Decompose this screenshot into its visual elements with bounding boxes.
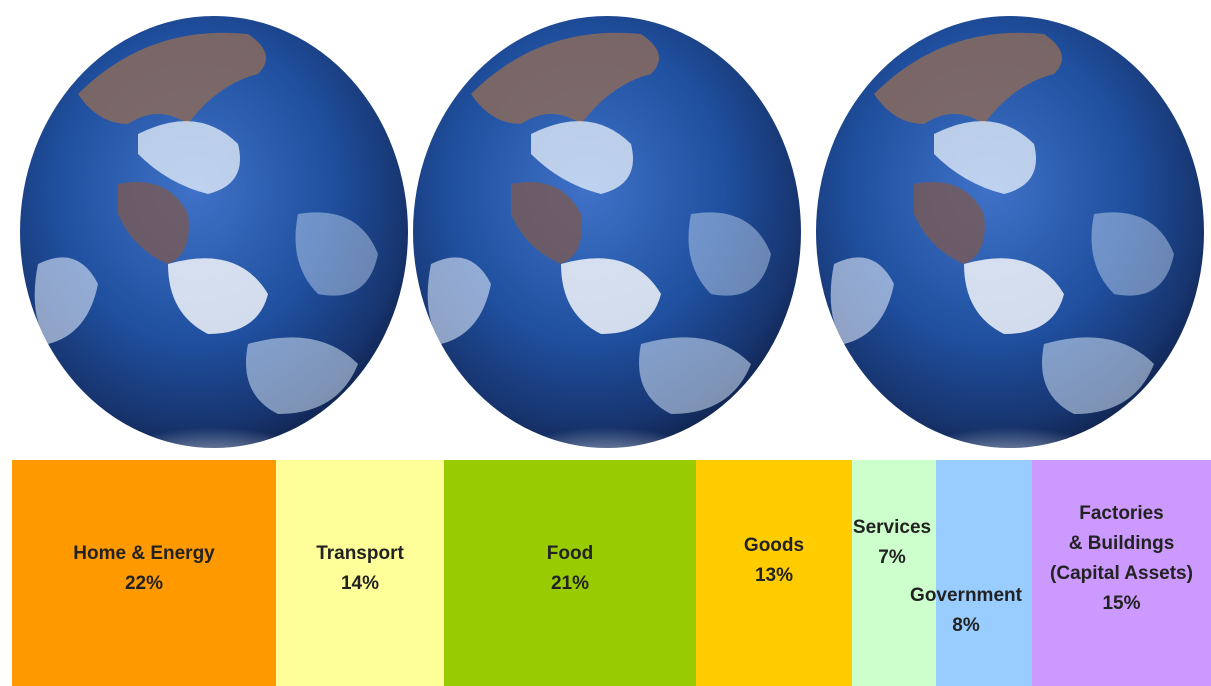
segment-label-line: Food	[546, 543, 594, 564]
segment-label: Home & Energy 22%	[73, 539, 214, 599]
segment-label-line: & Buildings	[1068, 533, 1175, 554]
segment-label-line: (Capital Assets)	[1050, 563, 1193, 584]
segment-value-label: 14%	[340, 573, 380, 594]
segment-label: Goods 13%	[744, 531, 804, 591]
bar-segment	[12, 460, 276, 686]
segment-value-label: 13%	[754, 565, 794, 586]
bar-segment	[276, 460, 444, 686]
segment-label-line: Transport	[316, 543, 404, 564]
stacked-percentage-bar: Home & Energy 22% Transport 14% Food 21% Goods…	[12, 460, 1211, 686]
segment-label: Food 21%	[547, 539, 593, 599]
bar-segment	[852, 460, 936, 686]
segment-label: Factories & Buildings (Capital Assets) 15%	[1050, 499, 1193, 619]
bar-segment	[936, 460, 1032, 686]
segment-value-label: 21%	[550, 573, 590, 594]
earth-globe-2	[413, 16, 801, 448]
segment-label-line: Home & Energy	[73, 543, 215, 564]
earth-globe-3	[816, 16, 1204, 448]
segment-label-line: Services	[852, 517, 932, 538]
segment-value-label: 15%	[1102, 593, 1141, 614]
segment-value-label: 8%	[952, 615, 980, 636]
bar-segment	[1032, 460, 1211, 686]
segment-label: Transport 14%	[316, 539, 404, 599]
earth-globe-1	[20, 16, 408, 448]
globe-row	[20, 16, 1204, 448]
segment-value-label: 22%	[124, 573, 164, 594]
segment-label: Services 7%	[853, 513, 931, 573]
segment-label: Government 8%	[910, 581, 1022, 641]
segment-label-line: Goods	[743, 535, 805, 556]
segment-value-label: 7%	[878, 547, 906, 568]
bar-segment	[444, 460, 696, 686]
segment-label-line: Government	[910, 585, 1022, 606]
bar-segment	[696, 460, 852, 686]
segment-label-line: Factories	[1079, 503, 1164, 524]
